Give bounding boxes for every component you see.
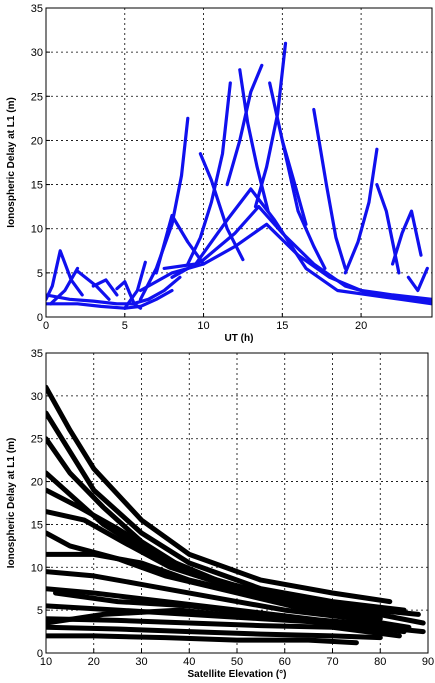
y-tick-label: 15 xyxy=(31,519,43,531)
series-line-13 xyxy=(46,624,383,641)
x-tick-label: 15 xyxy=(276,320,288,332)
series-line-23 xyxy=(162,187,432,306)
y-tick-label: 30 xyxy=(31,47,43,59)
series-line-19 xyxy=(391,209,423,266)
axis-ticks: 10 20 30 40 50 60 70 80 90 0 5 10 15 20 25 30 35 xyxy=(31,348,434,668)
y-tick-label: 5 xyxy=(37,605,43,617)
x-tick-label: 20 xyxy=(355,320,367,332)
series-line-2 xyxy=(49,266,80,306)
y-tick-label: 25 xyxy=(31,91,43,103)
x-tick-label: 20 xyxy=(88,656,100,668)
series-line-6 xyxy=(46,509,383,622)
y-tick-label: 35 xyxy=(31,348,43,360)
series-line-20 xyxy=(406,266,429,293)
y-tick-label: 5 xyxy=(37,268,43,280)
series-line-15 xyxy=(280,138,327,270)
y-tick-label: 20 xyxy=(31,135,43,147)
x-tick-label: 30 xyxy=(135,656,147,668)
series-group xyxy=(46,384,426,646)
x-tick-label: 40 xyxy=(183,656,195,668)
x-tick-label: 90 xyxy=(422,656,434,668)
series-line-4 xyxy=(91,278,119,297)
x-tick-label: 0 xyxy=(43,320,49,332)
y-tick-label: 35 xyxy=(31,3,43,15)
y-axis-label: Ionospheric Delay at L1 (m) xyxy=(6,97,17,228)
x-axis-label: UT (h) xyxy=(225,333,254,344)
x-tick-label: 10 xyxy=(197,320,209,332)
series-line-1 xyxy=(46,384,393,605)
x-tick-label: 60 xyxy=(279,656,291,668)
series-group xyxy=(46,41,432,310)
y-tick-label: 10 xyxy=(31,224,43,236)
top-chart-delay-vs-ut: 0 5 10 15 20 0 5 10 15 20 25 30 35 UT (h) Ionospheric … xyxy=(6,3,433,344)
y-tick-label: 30 xyxy=(31,391,43,403)
y-tick-label: 25 xyxy=(31,434,43,446)
series-line-12 xyxy=(46,616,402,639)
series-line-9 xyxy=(46,569,412,630)
series-line-12 xyxy=(238,68,270,213)
x-tick-label: 50 xyxy=(231,656,243,668)
x-tick-label: 70 xyxy=(326,656,338,668)
series-line-15 xyxy=(53,590,374,630)
series-line-17 xyxy=(343,147,379,275)
y-tick-label: 20 xyxy=(31,477,43,489)
y-tick-label: 0 xyxy=(37,648,43,660)
x-tick-label: 80 xyxy=(374,656,386,668)
y-axis-label: Ionospheric Delay at L1 (m) xyxy=(6,438,17,569)
x-tick-label: 10 xyxy=(40,656,52,668)
series-line-13 xyxy=(253,41,288,209)
series-line-14 xyxy=(46,633,359,646)
series-line-8 xyxy=(154,213,206,275)
x-tick-label: 5 xyxy=(122,320,128,332)
series-line-7 xyxy=(138,116,190,301)
y-tick-label: 0 xyxy=(37,312,43,324)
axis-ticks: 0 5 10 15 20 0 5 10 15 20 25 30 35 xyxy=(31,3,367,332)
bottom-chart-delay-vs-elevation: 10 20 30 40 50 60 70 80 90 0 5 10 15 20 25 30 35 Satellit… xyxy=(6,348,434,680)
x-axis-label: Satellite Elevation (°) xyxy=(187,669,286,680)
series-line-2 xyxy=(46,410,407,613)
series-line-16 xyxy=(46,607,393,629)
plot-frame xyxy=(45,7,433,318)
series-line-16 xyxy=(312,107,347,270)
series-line-25 xyxy=(46,288,174,310)
series-line-24 xyxy=(46,275,182,306)
series-line-1 xyxy=(46,249,84,301)
series-line-9 xyxy=(186,81,232,266)
series-line-10 xyxy=(198,152,245,262)
series-line-14 xyxy=(268,81,308,226)
y-tick-label: 15 xyxy=(31,180,43,192)
y-tick-label: 10 xyxy=(31,562,43,574)
